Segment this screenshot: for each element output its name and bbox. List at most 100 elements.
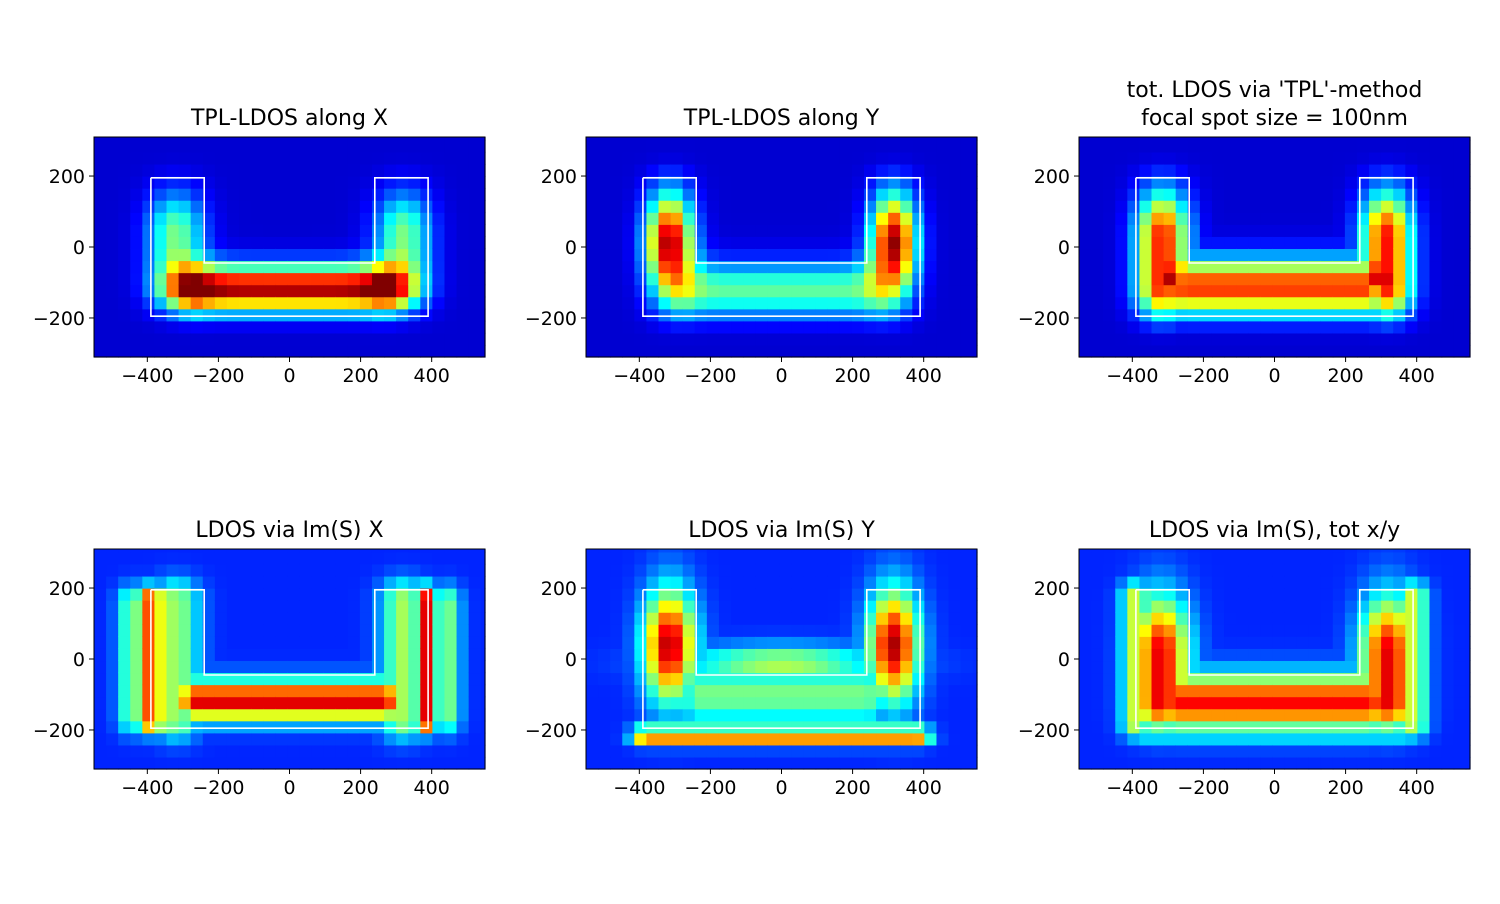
heatmap-cell [972, 575, 978, 589]
heatmap-cell [972, 624, 978, 637]
heatmap-cell [912, 551, 925, 565]
y-tick-label: −200 [525, 720, 577, 742]
heatmap-cell [1139, 672, 1153, 686]
heatmap-cell [347, 648, 361, 662]
heatmap-cell [202, 549, 216, 553]
heatmap-cell [1344, 212, 1358, 225]
heatmap-cell [1284, 756, 1298, 770]
heatmap-cell [1344, 139, 1358, 153]
heatmap-cell [791, 732, 805, 746]
heatmap-cell [1211, 139, 1225, 153]
heatmap-cell [299, 720, 313, 734]
heatmap-cell [142, 648, 156, 662]
heatmap-cell [275, 188, 288, 201]
heatmap-cell [1199, 320, 1213, 334]
heatmap-cell [900, 236, 913, 250]
heatmap-cell [130, 732, 143, 746]
heatmap-cell [251, 139, 264, 153]
heatmap-cell [694, 744, 708, 758]
heatmap-cell [1381, 684, 1394, 698]
heatmap-cell [706, 308, 720, 322]
heatmap-cell [420, 308, 433, 322]
heatmap-cell [384, 284, 397, 298]
heatmap-cell [622, 708, 635, 722]
heatmap-cell [900, 744, 913, 758]
heatmap-cell [226, 188, 240, 201]
heatmap-cell [682, 163, 696, 177]
heatmap-cell [1356, 296, 1370, 310]
heatmap-cell [94, 212, 107, 225]
heatmap-cell [323, 139, 337, 153]
heatmap-cell [335, 600, 349, 613]
heatmap-cell [154, 684, 168, 698]
heatmap-cell [226, 332, 240, 346]
heatmap-cell [694, 575, 708, 589]
heatmap-cell [1417, 200, 1431, 213]
heatmap-cell [1369, 163, 1382, 177]
heatmap-cell [682, 260, 696, 274]
heatmap-cell [827, 684, 841, 698]
heatmap-cell [731, 756, 744, 770]
heatmap-cell [1405, 248, 1418, 262]
heatmap-cell [1103, 732, 1116, 746]
heatmap-cell [634, 563, 648, 577]
heatmap-cell [682, 236, 696, 250]
heatmap-cell [598, 260, 611, 274]
heatmap-cell [694, 696, 708, 710]
heatmap-cell [94, 188, 107, 201]
heatmap-cell [239, 163, 252, 177]
heatmap-cell [371, 272, 385, 286]
heatmap-cell [142, 551, 156, 565]
heatmap-cell [1199, 296, 1213, 310]
heatmap-cell [1429, 648, 1443, 662]
heatmap-cell [912, 732, 925, 746]
heatmap-cell [1199, 612, 1213, 625]
heatmap-cell [432, 600, 446, 613]
heatmap-cell [347, 212, 361, 225]
x-tick-label: 200 [834, 777, 870, 799]
heatmap-cell [888, 137, 901, 141]
heatmap-cell [948, 563, 962, 577]
heatmap-cell [598, 139, 611, 153]
heatmap-cell [1103, 551, 1116, 565]
heatmap-cell [1175, 549, 1189, 553]
heatmap-cell [94, 284, 107, 298]
heatmap-cell [1260, 744, 1273, 758]
heatmap-cell [1465, 660, 1471, 674]
heatmap-cell [815, 212, 829, 225]
heatmap-cell [1199, 224, 1213, 237]
heatmap-cell [384, 163, 397, 177]
heatmap-cell [912, 756, 925, 770]
heatmap-cell [682, 648, 696, 662]
heatmap-cell [1079, 720, 1092, 734]
heatmap-cell [1417, 575, 1431, 589]
heatmap-cell [610, 296, 623, 310]
heatmap-cell [94, 660, 107, 674]
x-tick-label: 0 [775, 365, 787, 387]
heatmap-cell [1115, 163, 1128, 177]
heatmap-cell [480, 744, 486, 758]
heatmap-cell [1369, 200, 1382, 213]
heatmap-cell [888, 308, 901, 322]
heatmap-cell [468, 744, 482, 758]
heatmap-cell [1332, 272, 1346, 286]
heatmap-cell [214, 624, 228, 637]
heatmap-cell [972, 188, 978, 201]
heatmap-cell [371, 224, 385, 237]
heatmap-cell [1199, 332, 1213, 346]
structure-outline [1135, 588, 1414, 730]
heatmap-cell [815, 624, 829, 637]
heatmap-cell [960, 139, 974, 153]
heatmap-cell [1187, 320, 1201, 334]
heatmap-cell [972, 248, 978, 262]
heatmap-cell [1211, 563, 1225, 577]
heatmap-cell [1091, 137, 1104, 141]
heatmap-cell [1248, 163, 1261, 177]
heatmap-cell [384, 139, 397, 153]
heatmap-cell [396, 260, 409, 274]
heatmap-cell [202, 588, 216, 601]
heatmap-cell [190, 224, 204, 237]
heatmap-cell [839, 636, 853, 649]
heatmap-cell [1332, 224, 1346, 237]
heatmap-cell [718, 575, 732, 589]
